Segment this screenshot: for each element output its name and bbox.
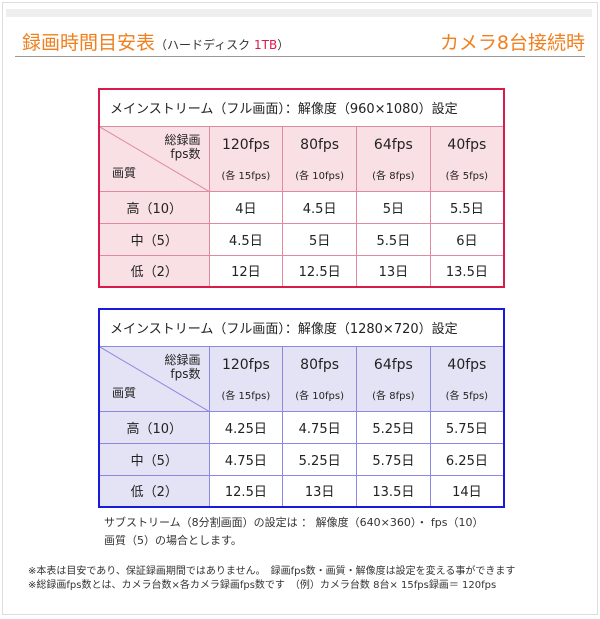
fps-total: 40fps — [447, 137, 487, 153]
table-row: 中（5） 4.5日 5日 5.5日 6日 — [98, 222, 505, 256]
quality-label: 中（5） — [98, 442, 210, 476]
fps-each: (各 10fps) — [295, 171, 345, 182]
days-cell: 4.75日 — [282, 410, 357, 444]
days-cell: 12.5日 — [282, 254, 357, 288]
days-cell: 4日 — [208, 190, 284, 224]
days-cell: 5日 — [282, 222, 357, 256]
corner-bottom-label: 画質 — [112, 385, 137, 400]
days-cell: 4.75日 — [208, 442, 284, 476]
fps-column-header: 120fps (各 15fps) — [208, 345, 284, 412]
quality-label: 高（10） — [98, 410, 210, 444]
days-cell: 5.75日 — [429, 410, 505, 444]
days-cell: 4.25日 — [208, 410, 284, 444]
corner-bottom-label: 画質 — [112, 165, 137, 180]
title-divider — [15, 56, 585, 57]
footnote: ※総録画fps数とは、カメラ台数×各カメラ録画fps数です （例）カメラ台数 8… — [28, 580, 497, 591]
fps-column-header: 40fps (各 5fps) — [429, 345, 505, 412]
table-caption: メインストリーム（フル画面）：解像度（960×1080）設定 — [98, 88, 505, 127]
fps-each: (各 8fps) — [372, 171, 415, 182]
quality-label: 低（2） — [98, 474, 210, 508]
quality-label: 中（5） — [98, 222, 210, 256]
fps-column-header: 80fps (各 10fps) — [282, 125, 357, 192]
days-cell: 13日 — [282, 474, 357, 508]
fps-each: (各 8fps) — [372, 391, 415, 402]
fps-column-header: 64fps (各 8fps) — [356, 125, 431, 192]
days-cell: 13.5日 — [429, 254, 505, 288]
fps-each: (各 15fps) — [221, 391, 271, 402]
quality-label: 低（2） — [98, 254, 210, 288]
days-cell: 13.5日 — [356, 474, 431, 508]
days-cell: 5日 — [356, 190, 431, 224]
corner-header: 総録画 fps数画質 — [98, 125, 210, 192]
days-cell: 5.75日 — [356, 442, 431, 476]
fps-each: (各 10fps) — [295, 391, 345, 402]
fps-total: 64fps — [373, 357, 413, 373]
table-row: 低（2） 12.5日 13日 13.5日 14日 — [98, 474, 505, 508]
days-cell: 12.5日 — [208, 474, 284, 508]
fps-each: (各 5fps) — [445, 391, 489, 402]
days-cell: 5.5日 — [429, 190, 505, 224]
days-cell: 6日 — [429, 222, 505, 256]
footnote: ※本表は目安であり、保証録画期間ではありません。 録画fps数・画質・解像度は設… — [28, 566, 516, 577]
corner-header: 総録画 fps数画質 — [98, 345, 210, 412]
diagonal-line — [100, 346, 210, 412]
fps-each: (各 5fps) — [445, 171, 489, 182]
fps-total: 120fps — [221, 137, 270, 153]
fps-column-header: 120fps (各 15fps) — [208, 125, 284, 192]
fps-total: 40fps — [447, 357, 487, 373]
camera-count-title: カメラ8台接続時 — [439, 32, 585, 54]
corner-top-label: 総録画 fps数 — [164, 352, 201, 381]
days-cell: 6.25日 — [429, 442, 505, 476]
corner-top-label: 総録画 fps数 — [164, 132, 201, 161]
days-cell: 12日 — [208, 254, 284, 288]
substream-note-2: 画質（5）の場合とします。 — [104, 534, 242, 547]
subtitle: （ハードディスク 1TB） — [155, 38, 290, 52]
fps-total: 80fps — [300, 357, 340, 373]
fps-total: 80fps — [300, 137, 340, 153]
table-caption: メインストリーム（フル画面）：解像度（1280×720）設定 — [98, 308, 505, 347]
top-bar — [6, 9, 592, 17]
table-row: 高（10） 4日 4.5日 5日 5.5日 — [98, 190, 505, 224]
days-cell: 4.5日 — [208, 222, 284, 256]
diagonal-line — [100, 126, 210, 192]
days-cell: 5.5日 — [356, 222, 431, 256]
days-cell: 14日 — [429, 474, 505, 508]
recording-time-table: メインストリーム（フル画面）：解像度（1280×720）設定 総録画 fps数画… — [98, 308, 505, 508]
fps-column-header: 80fps (各 10fps) — [282, 345, 357, 412]
fps-column-header: 40fps (各 5fps) — [429, 125, 505, 192]
days-cell: 5.25日 — [356, 410, 431, 444]
substream-note: サブストリーム（8分割画面）の設定は ： 解像度（640×360）・ fps（1… — [104, 516, 484, 529]
fps-total: 120fps — [221, 357, 270, 373]
table-row: 高（10） 4.25日 4.75日 5.25日 5.75日 — [98, 410, 505, 444]
title-text: 録画時間目安表 — [22, 32, 156, 54]
fps-column-header: 64fps (各 8fps) — [356, 345, 431, 412]
fps-total: 64fps — [373, 137, 413, 153]
days-cell: 5.25日 — [282, 442, 357, 476]
days-cell: 4.5日 — [282, 190, 357, 224]
page-title: 録画時間目安表（ハードディスク 1TB） — [22, 28, 289, 55]
table-row: 中（5） 4.75日 5.25日 5.75日 6.25日 — [98, 442, 505, 476]
fps-each: (各 15fps) — [221, 171, 271, 182]
quality-label: 高（10） — [98, 190, 210, 224]
days-cell: 13日 — [356, 254, 431, 288]
recording-time-table: メインストリーム（フル画面）：解像度（960×1080）設定 総録画 fps数画… — [98, 88, 505, 288]
table-row: 低（2） 12日 12.5日 13日 13.5日 — [98, 254, 505, 288]
